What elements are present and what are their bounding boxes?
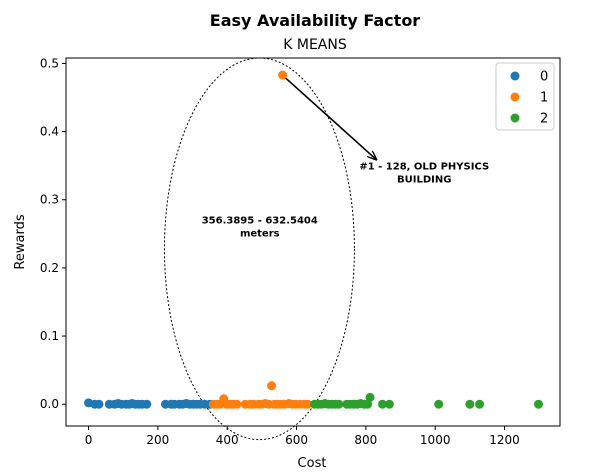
y-axis-ticks: 0.0 0.1 0.2 0.3 0.4 0.5	[40, 56, 66, 411]
point-cluster-2	[334, 399, 344, 409]
y-tick-label: 0.0	[40, 397, 59, 411]
legend: 0 1 2	[495, 62, 555, 131]
point-cluster-1	[303, 399, 313, 409]
x-axis-ticks: 0 200 400 600 800 1000 1200	[85, 426, 520, 447]
annotation-building-label: BUILDING	[397, 175, 451, 186]
cluster-range-ellipse	[163, 57, 355, 441]
y-tick-label: 0.2	[40, 261, 59, 275]
point-cluster-1	[232, 399, 242, 409]
point-cluster-2	[465, 399, 475, 409]
point-cluster-2	[534, 399, 544, 409]
plot-frame	[65, 57, 561, 427]
chart-title: Easy Availability Factor	[210, 11, 421, 30]
range-ellipse	[163, 57, 355, 441]
data-points	[84, 70, 544, 409]
point-cluster-2	[363, 399, 373, 409]
point-cluster-1	[278, 70, 288, 80]
y-tick-label: 0.3	[40, 193, 59, 207]
point-cluster-2	[434, 399, 444, 409]
chart-subtitle: K MEANS	[283, 37, 347, 53]
annotations: 356.3895 - 632.5404 meters #1 - 128, OLD P…	[202, 77, 489, 240]
annotation-range-label: 356.3895 - 632.5404	[202, 216, 318, 227]
plot-area	[65, 57, 561, 427]
point-cluster-0	[94, 399, 104, 409]
x-tick-label: 1000	[420, 433, 451, 447]
y-tick-label: 0.1	[40, 329, 59, 343]
annotation-range-label: meters	[240, 229, 280, 240]
legend-marker	[510, 92, 520, 102]
annotation-building-label: #1 - 128, OLD PHYSICS	[359, 162, 489, 173]
legend-label: 1	[540, 91, 548, 106]
y-tick-label: 0.5	[40, 56, 59, 70]
legend-box	[495, 62, 555, 131]
point-cluster-2	[475, 399, 485, 409]
x-tick-label: 400	[216, 433, 239, 447]
legend-label: 2	[540, 112, 548, 127]
point-cluster-2	[384, 399, 394, 409]
y-tick-label: 0.4	[40, 125, 59, 139]
annotation-arrow	[285, 77, 377, 160]
legend-label: 0	[540, 70, 548, 85]
x-axis-label: Cost	[298, 456, 327, 471]
legend-marker	[510, 71, 520, 81]
x-tick-label: 600	[285, 433, 308, 447]
point-cluster-1	[267, 381, 277, 391]
legend-marker	[510, 113, 520, 123]
point-cluster-2	[378, 399, 388, 409]
point-cluster-0	[142, 399, 152, 409]
x-tick-label: 1200	[489, 433, 520, 447]
x-tick-label: 200	[146, 433, 169, 447]
x-tick-label: 0	[85, 433, 93, 447]
y-axis-label: Rewards	[13, 214, 28, 269]
point-cluster-2	[365, 392, 375, 402]
x-tick-label: 800	[354, 433, 377, 447]
